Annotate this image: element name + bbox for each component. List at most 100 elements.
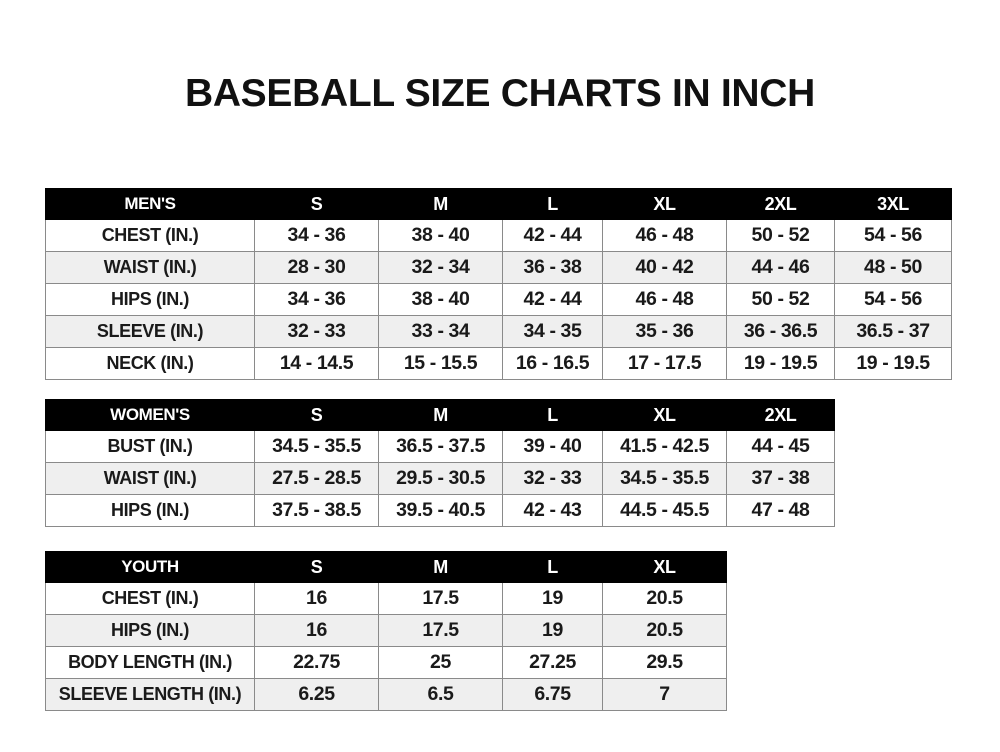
size-value-cell: 34 - 36 [254,219,379,252]
size-value-cell: 32 - 34 [378,251,503,284]
size-value-cell: 17.5 [378,582,503,615]
size-value-cell: 37 - 38 [726,462,835,495]
table-row: WAIST (IN.) 28 - 30 32 - 34 36 - 38 40 - 42 4… [45,251,952,284]
size-value-cell: 27.25 [502,646,603,679]
size-value-cell: 39 - 40 [502,430,603,463]
size-value-cell: 17 - 17.5 [602,347,727,380]
size-value-cell: 34 - 35 [502,315,603,348]
measurement-label: CHEST (IN.) [45,219,255,252]
size-value-cell: 22.75 [254,646,379,679]
measurement-label: WAIST (IN.) [45,462,255,495]
size-value-cell: 42 - 43 [502,494,603,527]
table-row: BODY LENGTH (IN.) 22.75 25 27.25 29.5 [45,646,727,679]
size-value-cell: 42 - 44 [502,283,603,316]
table-row: HIPS (IN.) 34 - 36 38 - 40 42 - 44 46 - 48 50… [45,283,952,316]
measurement-label: HIPS (IN.) [45,614,255,647]
table-row: SLEEVE LENGTH (IN.) 6.25 6.5 6.75 7 [45,678,727,711]
size-value-cell: 42 - 44 [502,219,603,252]
size-value-cell: 28 - 30 [254,251,379,284]
size-column-header: S [254,188,379,220]
size-value-cell: 34.5 - 35.5 [602,462,727,495]
size-column-header: XL [602,188,727,220]
size-column-header: L [502,551,603,583]
size-column-header: M [378,188,503,220]
size-value-cell: 29.5 [602,646,727,679]
size-value-cell: 32 - 33 [254,315,379,348]
size-value-cell: 6.25 [254,678,379,711]
table-header-row: YOUTH S M L XL [45,551,727,583]
size-value-cell: 6.75 [502,678,603,711]
table-header-row: MEN'S S M L XL 2XL 3XL [45,188,952,220]
table-header-row: WOMEN'S S M L XL 2XL [45,399,835,431]
size-value-cell: 37.5 - 38.5 [254,494,379,527]
size-value-cell: 38 - 40 [378,219,503,252]
table-category-header: MEN'S [45,188,255,220]
size-value-cell: 48 - 50 [834,251,952,284]
size-value-cell: 19 - 19.5 [726,347,835,380]
size-value-cell: 41.5 - 42.5 [602,430,727,463]
size-value-cell: 36.5 - 37 [834,315,952,348]
table-row: CHEST (IN.) 34 - 36 38 - 40 42 - 44 46 - 48 5… [45,219,952,252]
size-value-cell: 44.5 - 45.5 [602,494,727,527]
youth-size-table: YOUTH S M L XL CHEST (IN.) 16 17.5 19 20.5 HIPS (I… [45,551,727,711]
measurement-label: CHEST (IN.) [45,582,255,615]
size-column-header: M [378,551,503,583]
size-value-cell: 39.5 - 40.5 [378,494,503,527]
size-column-header: S [254,551,379,583]
measurement-label: NECK (IN.) [45,347,255,380]
size-value-cell: 27.5 - 28.5 [254,462,379,495]
measurement-label: WAIST (IN.) [45,251,255,284]
measurement-label: HIPS (IN.) [45,283,255,316]
table-category-header: WOMEN'S [45,399,255,431]
table-row: SLEEVE (IN.) 32 - 33 33 - 34 34 - 35 35 - 36… [45,315,952,348]
size-value-cell: 33 - 34 [378,315,503,348]
table-row: BUST (IN.) 34.5 - 35.5 36.5 - 37.5 39 - 40 4… [45,430,835,463]
size-value-cell: 38 - 40 [378,283,503,316]
page-title: BASEBALL SIZE CHARTS IN INCH [184,72,816,115]
table-row: CHEST (IN.) 16 17.5 19 20.5 [45,582,727,615]
table-category-header: YOUTH [45,551,255,583]
size-column-header: 3XL [834,188,952,220]
size-column-header: 2XL [726,399,835,431]
size-column-header: L [502,399,603,431]
table-row: HIPS (IN.) 16 17.5 19 20.5 [45,614,727,647]
table-row: NECK (IN.) 14 - 14.5 15 - 15.5 16 - 16.5 17 … [45,347,952,380]
size-value-cell: 6.5 [378,678,503,711]
size-value-cell: 36 - 38 [502,251,603,284]
size-value-cell: 19 [502,614,603,647]
table-row: HIPS (IN.) 37.5 - 38.5 39.5 - 40.5 42 - 43 4… [45,494,835,527]
measurement-label: BODY LENGTH (IN.) [45,646,255,679]
size-value-cell: 54 - 56 [834,219,952,252]
measurement-label: HIPS (IN.) [45,494,255,527]
size-value-cell: 19 [502,582,603,615]
women-size-table: WOMEN'S S M L XL 2XL BUST (IN.) 34.5 - 35.5 36.5… [45,399,835,527]
size-value-cell: 17.5 [378,614,503,647]
size-value-cell: 34 - 36 [254,283,379,316]
size-value-cell: 34.5 - 35.5 [254,430,379,463]
measurement-label: BUST (IN.) [45,430,255,463]
size-value-cell: 25 [378,646,503,679]
size-value-cell: 16 - 16.5 [502,347,603,380]
size-value-cell: 7 [602,678,727,711]
size-value-cell: 36.5 - 37.5 [378,430,503,463]
size-column-header: S [254,399,379,431]
size-value-cell: 50 - 52 [726,283,835,316]
size-value-cell: 47 - 48 [726,494,835,527]
measurement-label: SLEEVE (IN.) [45,315,255,348]
size-value-cell: 20.5 [602,582,727,615]
size-value-cell: 29.5 - 30.5 [378,462,503,495]
size-value-cell: 35 - 36 [602,315,727,348]
size-value-cell: 36 - 36.5 [726,315,835,348]
size-value-cell: 44 - 46 [726,251,835,284]
size-column-header: M [378,399,503,431]
size-value-cell: 19 - 19.5 [834,347,952,380]
size-value-cell: 50 - 52 [726,219,835,252]
size-column-header: XL [602,551,727,583]
size-value-cell: 46 - 48 [602,283,727,316]
men-size-table: MEN'S S M L XL 2XL 3XL CHEST (IN.) 34 - 36 38 - 4… [45,188,952,380]
size-value-cell: 54 - 56 [834,283,952,316]
size-value-cell: 46 - 48 [602,219,727,252]
table-row: WAIST (IN.) 27.5 - 28.5 29.5 - 30.5 32 - 33… [45,462,835,495]
size-value-cell: 20.5 [602,614,727,647]
size-column-header: 2XL [726,188,835,220]
